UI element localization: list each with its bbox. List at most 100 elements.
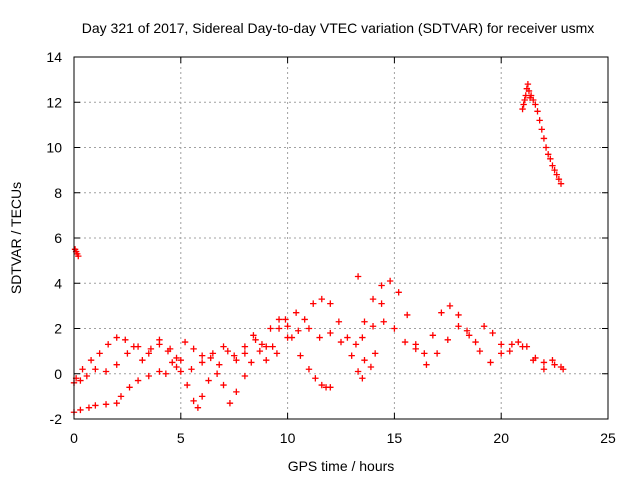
data-point [96,350,103,357]
data-point [404,311,411,319]
data-point [557,363,565,371]
data-point [557,180,565,187]
data-point [444,336,451,344]
data-point [305,325,313,332]
series-late-high-branch [519,80,565,187]
data-point [297,352,304,359]
y-tick-label: 6 [54,230,62,246]
data-point [386,277,394,285]
data-point [205,377,212,384]
data-point [305,366,313,373]
data-point [250,332,257,339]
data-point [75,252,82,260]
data-point [233,388,240,396]
data-point [549,162,556,169]
data-point [544,151,552,158]
data-point [354,368,362,375]
data-point [275,325,283,332]
data-point [92,402,99,409]
data-point [327,300,334,307]
data-point [538,126,545,133]
y-tick-label: 8 [54,185,62,201]
x-tick-label: 20 [493,430,509,446]
x-tick-label: 0 [70,430,78,446]
data-point [173,363,180,371]
x-axis-tick-labels: 0 5 10 15 20 25 [70,430,616,446]
data-point [455,323,462,330]
y-tick-label: -2 [50,411,63,427]
data-point [209,350,217,357]
data-point [213,370,221,377]
data-point [241,372,249,380]
data-point [423,361,430,368]
data-point [85,404,93,411]
data-point [122,336,129,344]
data-point [465,332,473,339]
data-point [220,343,227,350]
data-point [295,327,302,334]
x-tick-label: 15 [387,430,403,446]
data-point [169,359,176,366]
data-point [348,352,355,359]
data-point [113,399,120,407]
data-point [188,366,195,373]
data-point [102,401,110,408]
data-point [258,341,266,348]
data-point [522,92,529,99]
data-point [421,350,428,357]
data-point [284,334,291,341]
data-point [344,334,351,341]
data-point [359,334,366,341]
data-point [395,289,402,296]
data-point [224,347,231,355]
data-point [553,171,560,178]
data-point [275,316,283,323]
y-axis-label: SDTVAR / TECUs [8,182,24,294]
data-point [335,318,343,325]
data-point [77,406,84,414]
data-point [256,347,264,355]
data-point [327,329,334,337]
data-point [134,377,142,384]
data-point [524,80,532,88]
data-point [284,323,291,330]
data-point [113,361,120,368]
data-point [87,356,95,364]
data-point [124,350,131,357]
x-tick-label: 10 [280,430,296,446]
series-track-b-middle [70,318,567,386]
data-point [241,350,249,357]
data-point [77,377,84,384]
x-tick-label: 5 [177,430,185,446]
data-point [378,282,385,289]
data-point [241,343,249,350]
data-point [292,309,300,316]
data-point [542,144,550,151]
data-point [104,341,112,348]
y-tick-label: 2 [54,321,62,337]
data-point [263,356,270,364]
x-tick-label: 25 [600,430,616,446]
data-point [139,356,146,364]
data-point [359,375,366,382]
data-point [354,273,362,280]
data-point [318,295,325,303]
data-point [487,359,494,366]
data-point [380,318,387,325]
data-point [318,381,325,389]
data-point [92,366,99,373]
data-point [301,316,308,323]
data-point [412,341,419,348]
data-point [198,352,206,359]
data-point [551,166,558,174]
data-point [489,329,496,337]
data-point [551,361,558,368]
data-point [534,108,541,115]
data-point [532,354,539,362]
data-point [378,300,385,307]
data-point [126,384,133,391]
series-track-c-upper [72,277,565,382]
data-point [525,87,533,95]
data-point [220,381,227,389]
